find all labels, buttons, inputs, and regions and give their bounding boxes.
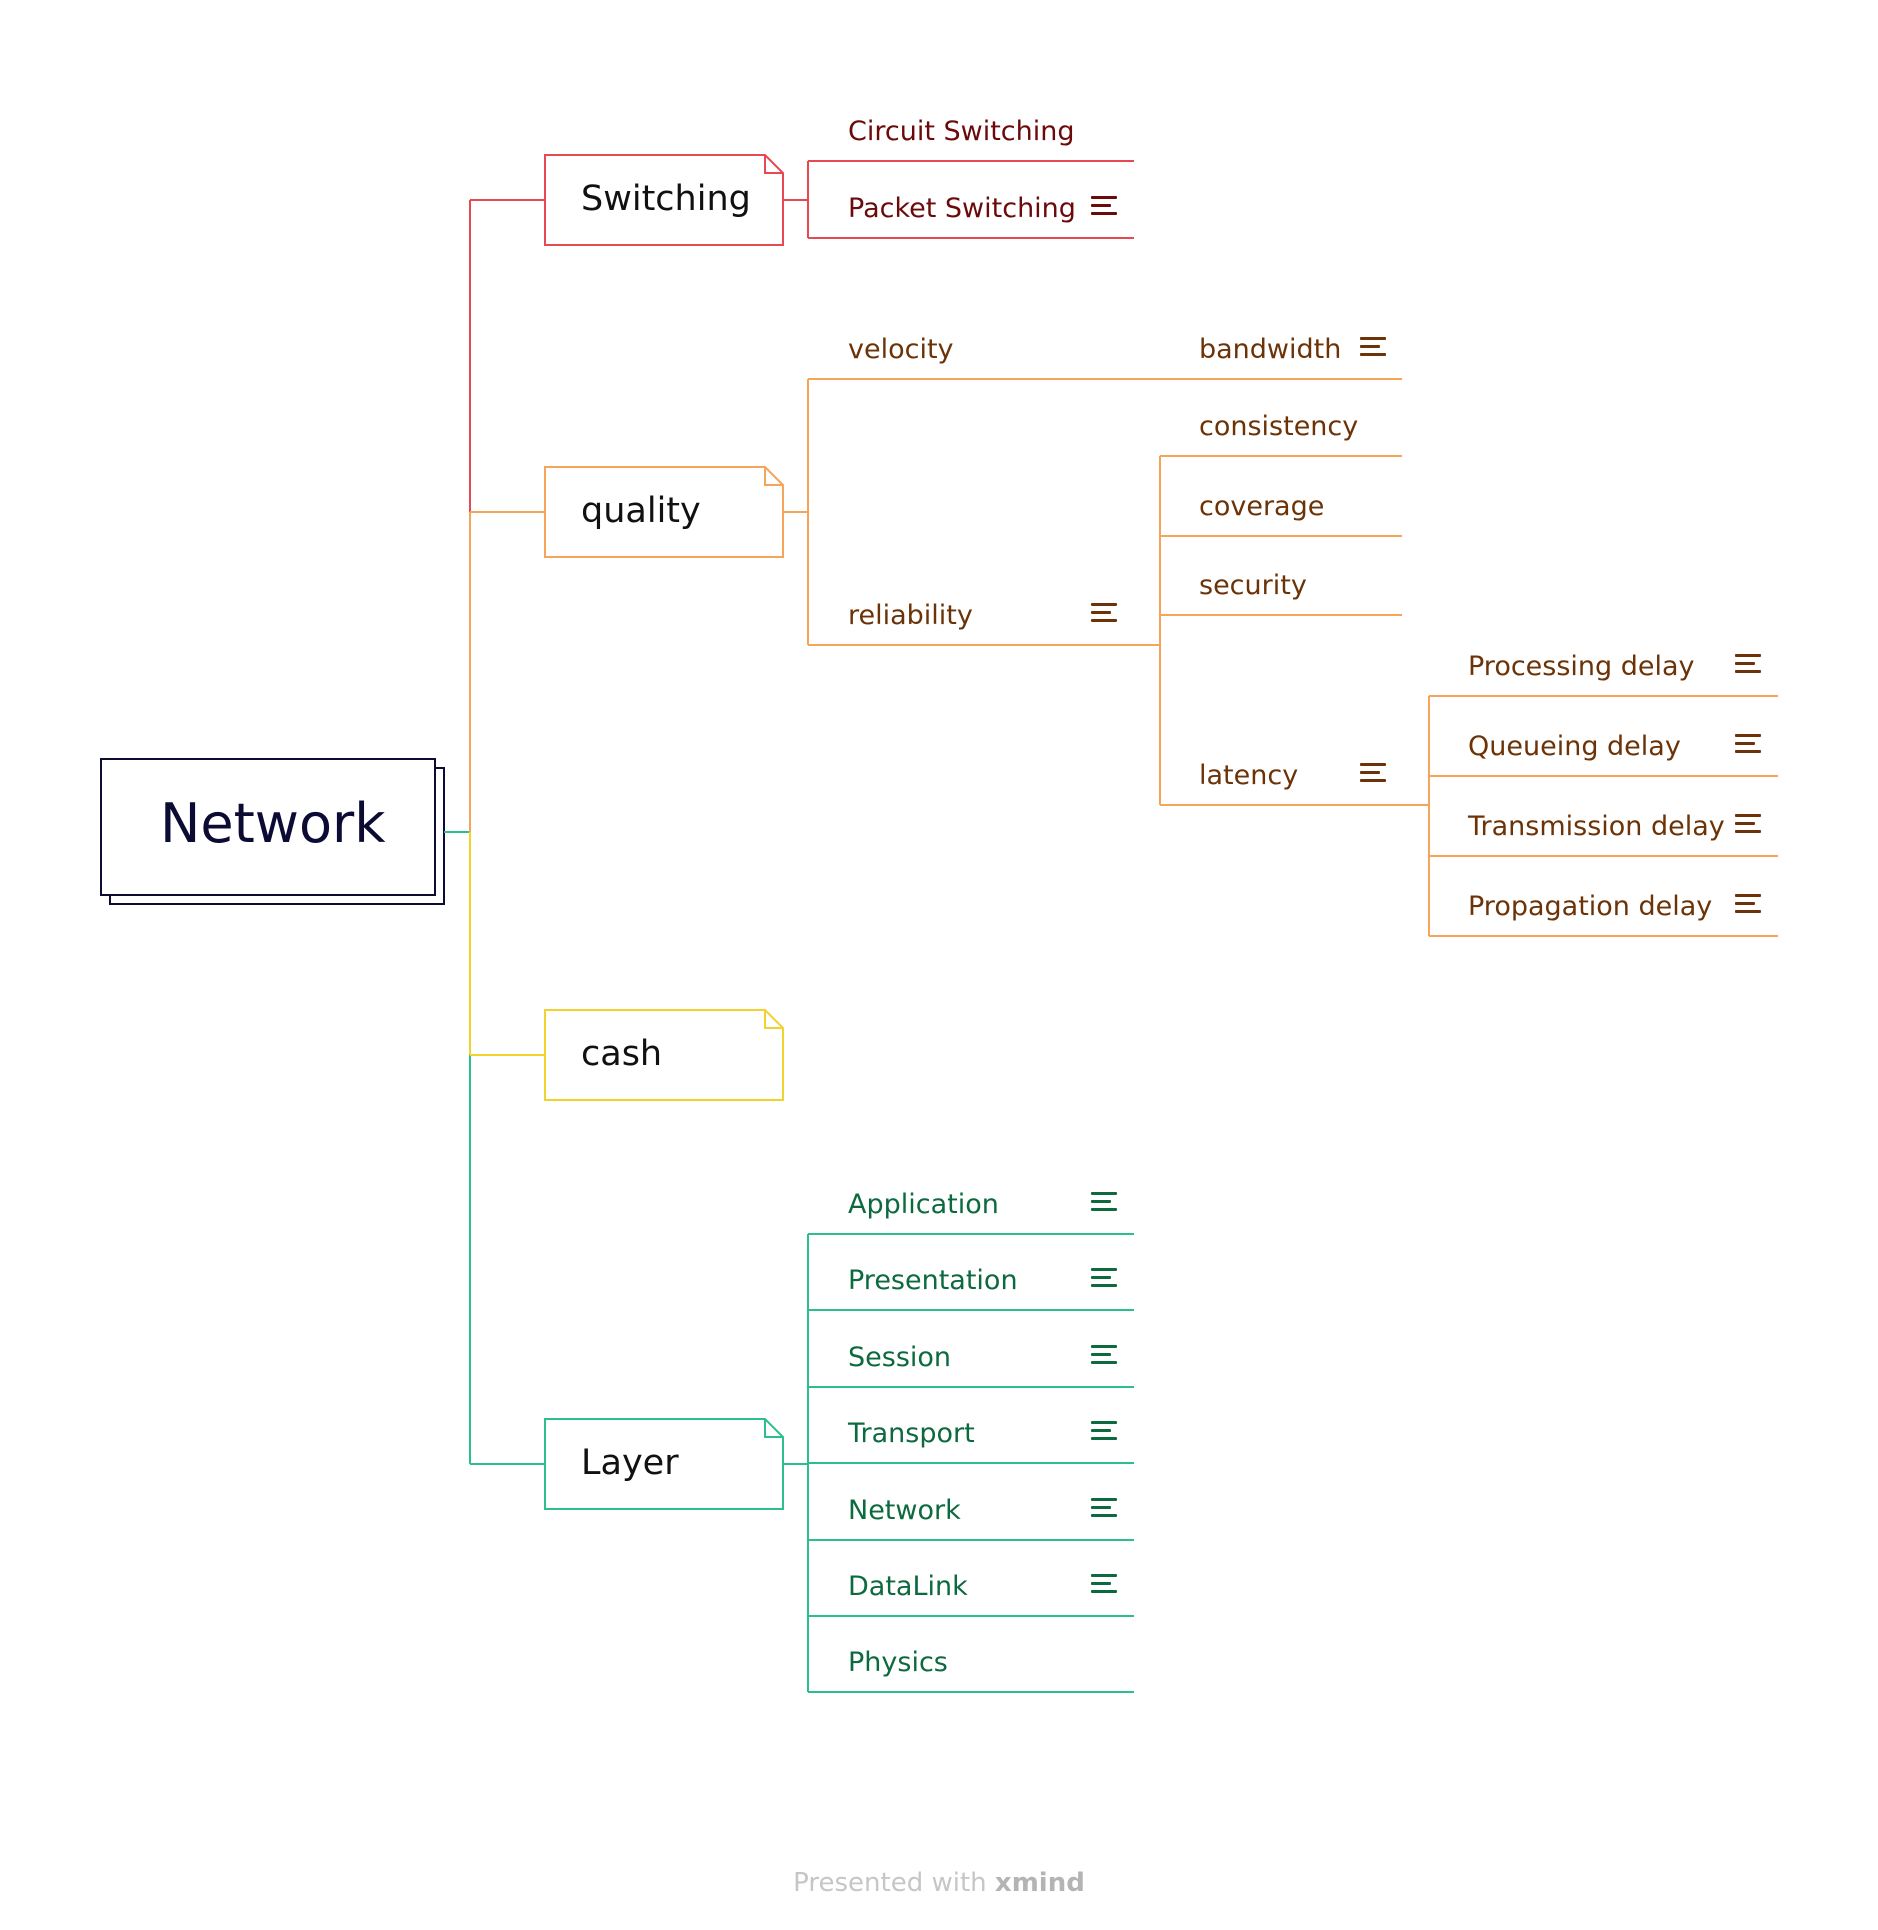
notes-icon[interactable]	[1091, 1421, 1117, 1441]
subtopic-network[interactable]: Network	[848, 1495, 961, 1526]
notes-icon[interactable]	[1735, 734, 1761, 754]
switching-topic-label: Switching	[581, 179, 751, 219]
switching-topic-box[interactable]	[544, 154, 784, 246]
presented-with-footer: Presented with xmind	[0, 1870, 1878, 1896]
quality-topic-label: quality	[581, 491, 701, 531]
notes-icon[interactable]	[1735, 894, 1761, 914]
subtopic-physics[interactable]: Physics	[848, 1647, 948, 1678]
subtopic-consistency[interactable]: consistency	[1199, 411, 1359, 442]
cash-topic-label: cash	[581, 1034, 663, 1074]
subtopic-latency[interactable]: latency	[1199, 760, 1299, 791]
subtopic-propagation-delay[interactable]: Propagation delay	[1468, 891, 1713, 922]
quality-topic-box[interactable]	[544, 466, 784, 558]
cash-topic-box[interactable]	[544, 1009, 784, 1101]
subtopic-transmission-delay[interactable]: Transmission delay	[1468, 811, 1725, 842]
subtopic-datalink[interactable]: DataLink	[848, 1571, 968, 1602]
footer-prefix: Presented with	[793, 1868, 987, 1898]
notes-icon[interactable]	[1735, 654, 1761, 674]
notes-icon[interactable]	[1091, 603, 1117, 623]
subtopic-security[interactable]: security	[1199, 570, 1307, 601]
subtopic-queueing-delay[interactable]: Queueing delay	[1468, 731, 1681, 762]
layer-topic-label: Layer	[581, 1443, 679, 1483]
xmind-brand: xmind	[994, 1868, 1085, 1898]
notes-icon[interactable]	[1091, 1574, 1117, 1594]
notes-icon[interactable]	[1091, 1192, 1117, 1212]
notes-icon[interactable]	[1091, 1268, 1117, 1288]
subtopic-packet-switching[interactable]: Packet Switching	[848, 193, 1076, 224]
subtopic-session[interactable]: Session	[848, 1342, 952, 1373]
root-topic-label: Network	[160, 792, 386, 855]
subtopic-velocity[interactable]: velocity	[848, 334, 954, 365]
subtopic-coverage[interactable]: coverage	[1199, 491, 1325, 522]
notes-icon[interactable]	[1091, 1345, 1117, 1365]
subtopic-application[interactable]: Application	[848, 1189, 999, 1220]
notes-icon[interactable]	[1360, 337, 1386, 357]
notes-icon[interactable]	[1091, 196, 1117, 216]
subtopic-bandwidth[interactable]: bandwidth	[1199, 334, 1342, 365]
subtopic-circuit-switching[interactable]: Circuit Switching	[848, 116, 1075, 147]
layer-topic-box[interactable]	[544, 1418, 784, 1510]
notes-icon[interactable]	[1360, 763, 1386, 783]
subtopic-processing-delay[interactable]: Processing delay	[1468, 651, 1695, 682]
subtopic-transport[interactable]: Transport	[848, 1418, 975, 1449]
subtopic-presentation[interactable]: Presentation	[848, 1265, 1018, 1296]
notes-icon[interactable]	[1735, 814, 1761, 834]
root-topic-box[interactable]	[100, 758, 436, 896]
notes-icon[interactable]	[1091, 1498, 1117, 1518]
subtopic-reliability[interactable]: reliability	[848, 600, 973, 631]
